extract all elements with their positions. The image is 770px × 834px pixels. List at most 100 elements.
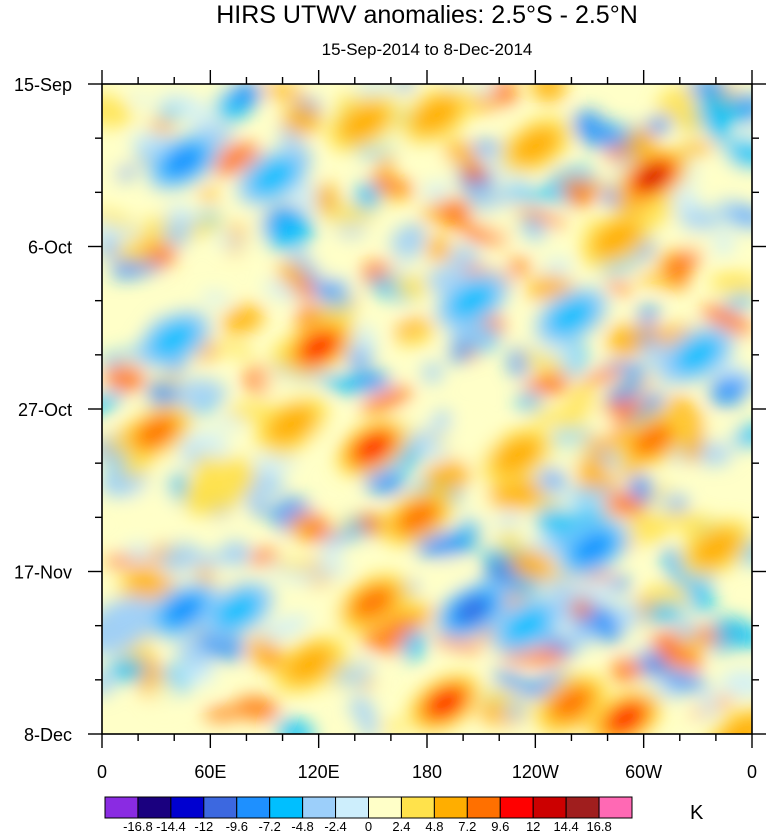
anomaly-feature	[638, 165, 667, 189]
anomaly-feature	[102, 596, 157, 655]
anomaly-blob	[564, 182, 596, 207]
anomaly-blob	[449, 340, 469, 364]
anomaly-blob	[603, 491, 646, 518]
anomaly-feature	[249, 157, 298, 197]
anomaly-blob	[687, 84, 727, 96]
anomaly-blob	[701, 304, 752, 336]
anomaly-blob	[627, 513, 670, 544]
colorbar-swatch	[532, 796, 567, 819]
anomaly-blob	[726, 139, 752, 169]
anomaly-feature	[411, 95, 461, 135]
anomaly-blob	[530, 84, 567, 103]
anomaly-blob	[578, 367, 626, 387]
anomaly-feature	[706, 705, 752, 734]
anomaly-blob	[227, 542, 251, 565]
anomaly-feature	[592, 219, 641, 258]
colorbar-swatch	[598, 796, 633, 819]
anomaly-feature	[182, 457, 257, 516]
colorbar-label: 16.8	[586, 819, 611, 834]
anomaly-blob	[212, 416, 246, 429]
anomaly-blob	[369, 277, 417, 302]
anomaly-blob	[643, 393, 666, 408]
anomaly-blob	[656, 86, 697, 117]
anomaly-blob	[637, 305, 660, 323]
anomaly-blob	[495, 512, 522, 534]
anomaly-blob	[162, 222, 191, 246]
anomaly-blob	[290, 515, 310, 540]
anomaly-blob	[436, 560, 468, 584]
anomaly-blob	[734, 125, 752, 141]
anomaly-blob	[432, 635, 484, 652]
anomaly-blob	[118, 456, 153, 479]
anomaly-blob	[722, 294, 752, 310]
anomaly-blob	[450, 325, 500, 348]
anomaly-blob	[393, 275, 413, 296]
anomaly-feature	[267, 405, 316, 444]
anomaly-blob	[425, 234, 452, 263]
anomaly-blob	[515, 393, 543, 412]
anomaly-blob	[535, 506, 583, 543]
anomaly-blob	[422, 361, 443, 384]
anomaly-blob	[102, 159, 134, 176]
anomaly-blob	[719, 669, 752, 698]
anomaly-blob	[513, 208, 568, 227]
anomaly-blob	[494, 168, 532, 188]
anomaly-feature	[213, 591, 262, 630]
anomaly-feature	[447, 281, 497, 320]
anomaly-feature	[691, 529, 741, 568]
anomaly-blob	[424, 459, 472, 493]
y-axis: 15-Sep 6-Oct 27-Oct 17-Nov 8-Dec	[14, 75, 766, 745]
anomaly-blob	[282, 104, 322, 136]
colorbar-label: 0	[365, 819, 372, 834]
anomaly-blob	[378, 721, 409, 733]
anomaly-blob	[218, 342, 256, 359]
anomaly-blob	[461, 162, 488, 185]
anomaly-blob	[445, 419, 483, 448]
anomaly-blob	[732, 208, 752, 222]
colorbar-swatch	[302, 796, 337, 819]
colorbar-label: 2.4	[392, 819, 410, 834]
anomaly-blob	[201, 292, 230, 306]
anomaly-blob	[149, 680, 180, 711]
colorbar-swatch	[400, 796, 435, 819]
anomaly-feature	[149, 320, 199, 359]
anomaly-blob	[574, 119, 626, 149]
colorbar-swatch	[335, 796, 369, 819]
anomaly-blobs	[102, 84, 752, 734]
anomaly-blob	[402, 629, 427, 662]
anomaly-blob	[700, 687, 718, 721]
anomaly-blob	[677, 141, 716, 156]
anomaly-blob	[569, 598, 593, 619]
colorbar-label: -14.4	[156, 819, 186, 834]
y-tick-label: 15-Sep	[14, 75, 72, 95]
anomaly-blob	[645, 115, 673, 136]
x-tick-label: 60W	[625, 762, 662, 782]
x-tick-label: 120E	[298, 762, 340, 782]
colorbar-label: -16.8	[123, 819, 153, 834]
anomaly-blob	[510, 548, 555, 582]
anomaly-blob	[687, 589, 716, 612]
anomaly-blob	[612, 598, 642, 629]
anomaly-blob	[543, 258, 572, 279]
colorbar-label: -4.8	[291, 819, 313, 834]
anomaly-blob	[235, 696, 280, 721]
colorbar-swatch	[433, 796, 468, 819]
anomaly-blob	[364, 470, 405, 496]
anomaly-blob	[398, 323, 436, 347]
colorbar-label: 4.8	[425, 819, 443, 834]
anomaly-blob	[109, 656, 146, 682]
anomaly-blob	[713, 231, 734, 256]
anomaly-blob	[257, 615, 310, 642]
colorbar-swatch	[368, 796, 402, 819]
anomaly-blob	[261, 84, 306, 100]
anomaly-blob	[125, 543, 153, 564]
anomaly-blob	[102, 94, 133, 128]
chart-subtitle: 15-Sep-2014 to 8-Dec-2014	[321, 40, 533, 59]
anomaly-blob	[319, 374, 365, 394]
anomaly-blob	[528, 407, 562, 424]
colorbar-label: -9.6	[226, 819, 248, 834]
anomaly-blob	[160, 543, 200, 573]
anomaly-blob	[670, 259, 690, 289]
anomaly-blob	[710, 377, 747, 407]
anomaly-blob	[265, 217, 316, 251]
